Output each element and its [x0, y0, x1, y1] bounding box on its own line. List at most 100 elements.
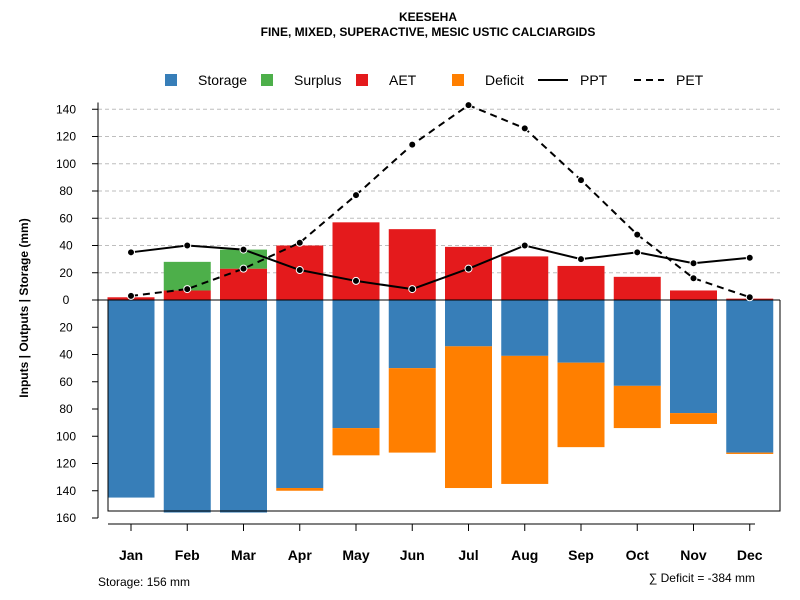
ppt-point [464, 264, 473, 273]
chart-subtitle: FINE, MIXED, SUPERACTIVE, MESIC USTIC CA… [261, 25, 596, 39]
ppt-point [633, 248, 642, 257]
storage-bar [726, 300, 774, 453]
ppt-line [130, 244, 750, 291]
ppt-point [295, 266, 304, 275]
pet-point [689, 274, 698, 283]
storage-footer: Storage: 156 mm [98, 575, 190, 589]
surplus-legend-swatch [261, 74, 273, 86]
pet-point [745, 293, 754, 302]
aet-bar [557, 265, 605, 300]
pet-legend-label: PET [676, 72, 704, 88]
storage-bar [613, 300, 661, 386]
pet-point [183, 285, 192, 294]
pet-point [464, 101, 473, 110]
axes: 140 120 100 80 60 40 20 0 20 40 60 80 100 120 140 160 Ja… [56, 102, 781, 563]
storage-bar [388, 300, 436, 369]
storage-legend-swatch [165, 74, 177, 86]
deficit-bar [670, 413, 717, 424]
ppt-point [577, 255, 585, 264]
ppt-point [239, 245, 248, 254]
pet-point [295, 238, 304, 247]
aet-bar [670, 290, 717, 300]
month-label: Mar [231, 547, 256, 563]
aet-bar [613, 276, 661, 300]
y-tick-label: 40 [59, 348, 73, 362]
month-label: Nov [680, 547, 707, 563]
deficit-bar [276, 488, 324, 491]
y-tick-label: 120 [56, 130, 76, 144]
y-tick-label: 100 [56, 429, 76, 443]
pet-point [127, 291, 135, 300]
deficit-footer: ∑ Deficit = -384 mm [649, 571, 755, 585]
month-label: Dec [737, 547, 763, 563]
ppt-point [183, 241, 192, 250]
y-tick-label: 140 [56, 484, 76, 498]
deficit-bar [613, 385, 661, 429]
deficit-bar [445, 346, 492, 489]
aet-bar [220, 268, 267, 300]
deficit-bar [501, 355, 549, 484]
storage-bar [332, 300, 380, 429]
aet-legend-label: AET [389, 72, 417, 88]
y-tick-label: 120 [56, 457, 76, 471]
y-axis-label: Inputs | Outputs | Storage (mm) [17, 218, 31, 397]
chart-title: KEESEHA [399, 10, 457, 24]
storage-bar [220, 300, 267, 513]
aet-bar [445, 246, 492, 300]
storage-bar [445, 300, 492, 347]
chart-legend: Storage Surplus AET Deficit PPT PET [165, 72, 704, 88]
ppt-point [745, 253, 754, 262]
y-tick-label: 140 [56, 102, 76, 116]
ppt-legend-label: PPT [580, 72, 608, 88]
aet-bar [501, 256, 549, 300]
deficit-bar [726, 452, 774, 454]
storage-bar [107, 300, 155, 498]
storage-bar [276, 300, 324, 489]
surplus-legend-label: Surplus [294, 72, 341, 88]
storage-legend-label: Storage [198, 72, 247, 88]
y-tick-label: 160 [56, 511, 76, 525]
month-label: Apr [288, 547, 313, 563]
y-tick-label: 40 [59, 239, 73, 253]
storage-frame [107, 300, 781, 512]
y-tick-label: 80 [59, 402, 73, 416]
grid-lines [98, 108, 780, 274]
ppt-point [352, 276, 360, 285]
y-tick-label: 20 [59, 320, 73, 334]
month-label: May [342, 547, 369, 563]
pet-point [633, 230, 642, 239]
month-label: Aug [511, 547, 538, 563]
y-tick-label: 60 [59, 211, 73, 225]
month-label: Jun [400, 547, 425, 563]
deficit-legend-label: Deficit [485, 72, 524, 88]
deficit-bar [557, 362, 605, 448]
ppt-point [408, 285, 417, 294]
deficit-bar [332, 428, 380, 456]
ppt-point [689, 259, 698, 268]
pet-point [520, 124, 529, 133]
storage-bar [163, 300, 211, 513]
aet-legend-swatch [356, 74, 368, 86]
deficit-legend-swatch [452, 74, 464, 86]
deficit-bar [388, 368, 436, 453]
month-label: Jul [458, 547, 478, 563]
storage-bar [670, 300, 717, 414]
pet-point [352, 191, 360, 200]
bar-series [107, 222, 774, 513]
y-tick-label: 80 [59, 184, 73, 198]
month-label: Feb [175, 547, 200, 563]
y-tick-label: 100 [56, 157, 76, 171]
line-series [127, 101, 754, 302]
aet-bar [332, 222, 380, 300]
month-label: Sep [568, 547, 594, 563]
y-tick-label: 60 [59, 375, 73, 389]
pet-point [239, 264, 248, 273]
aet-bar [163, 290, 211, 300]
pet-point [408, 140, 417, 149]
y-tick-label: 0 [63, 293, 70, 307]
y-tick-label: 20 [59, 266, 73, 280]
storage-bar [501, 300, 549, 356]
storage-bar [557, 300, 605, 363]
ppt-point [520, 241, 529, 250]
month-label: Jan [119, 547, 143, 563]
